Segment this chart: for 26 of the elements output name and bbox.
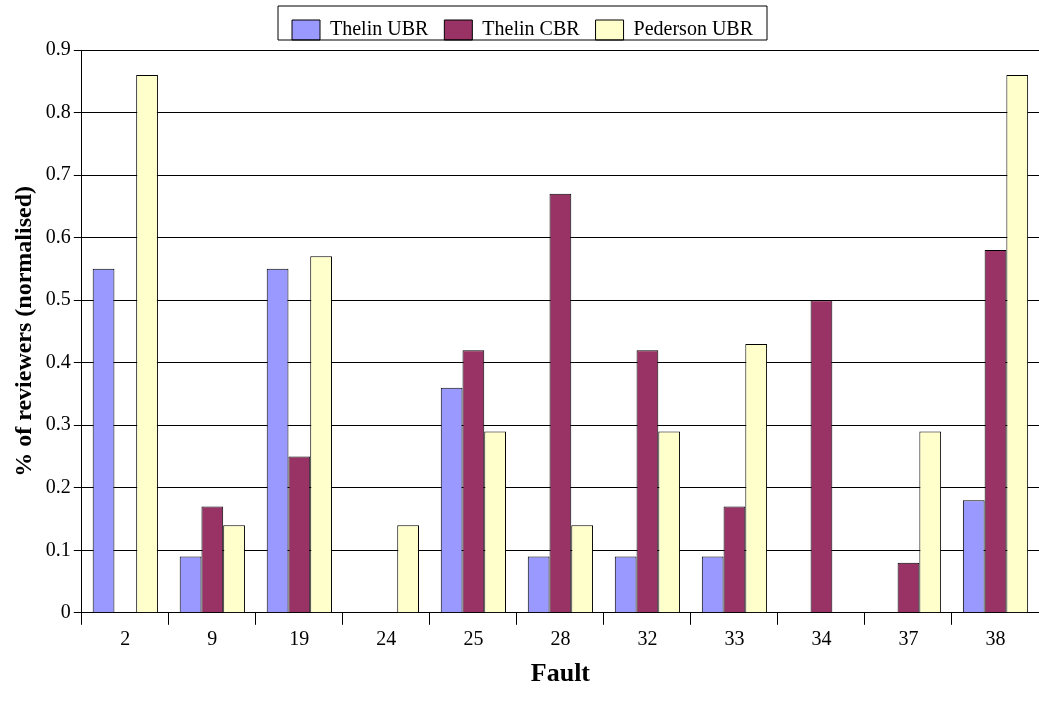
x-tick-label: 33 (724, 627, 745, 650)
x-tick-label: 32 (637, 627, 658, 650)
y-tick-label: 0.4 (45, 349, 71, 372)
y-tick-label: 0.9 (45, 37, 71, 60)
y-tick-label: 0.8 (45, 99, 71, 122)
x-tick-label: 24 (376, 627, 397, 650)
x-tick-label: 19 (289, 627, 310, 650)
y-tick-label: 0.6 (45, 224, 71, 247)
x-axis-title: Fault (530, 658, 591, 688)
legend-label: Thelin CBR (482, 17, 581, 40)
y-tick-label: 0.5 (45, 287, 71, 310)
y-tick-label: 0.1 (45, 537, 71, 560)
legend-label: Thelin UBR (330, 17, 429, 40)
y-tick-label: 0.7 (45, 162, 71, 185)
x-tick-label: 37 (898, 627, 919, 650)
x-tick-label: 38 (985, 627, 1006, 650)
x-tick-label: 2 (120, 627, 131, 650)
y-tick-label: 0.3 (45, 412, 71, 435)
y-tick-label: 0.2 (45, 474, 71, 497)
x-tick-label: 28 (550, 627, 571, 650)
y-tick-label: 0 (60, 600, 71, 623)
y-axis-title: % of reviewers (normalised) (9, 185, 36, 477)
x-tick-label: 25 (463, 627, 484, 650)
x-tick-label: 9 (207, 627, 218, 650)
x-tick-label: 34 (811, 627, 832, 650)
legend-label: Pederson UBR (633, 17, 754, 40)
